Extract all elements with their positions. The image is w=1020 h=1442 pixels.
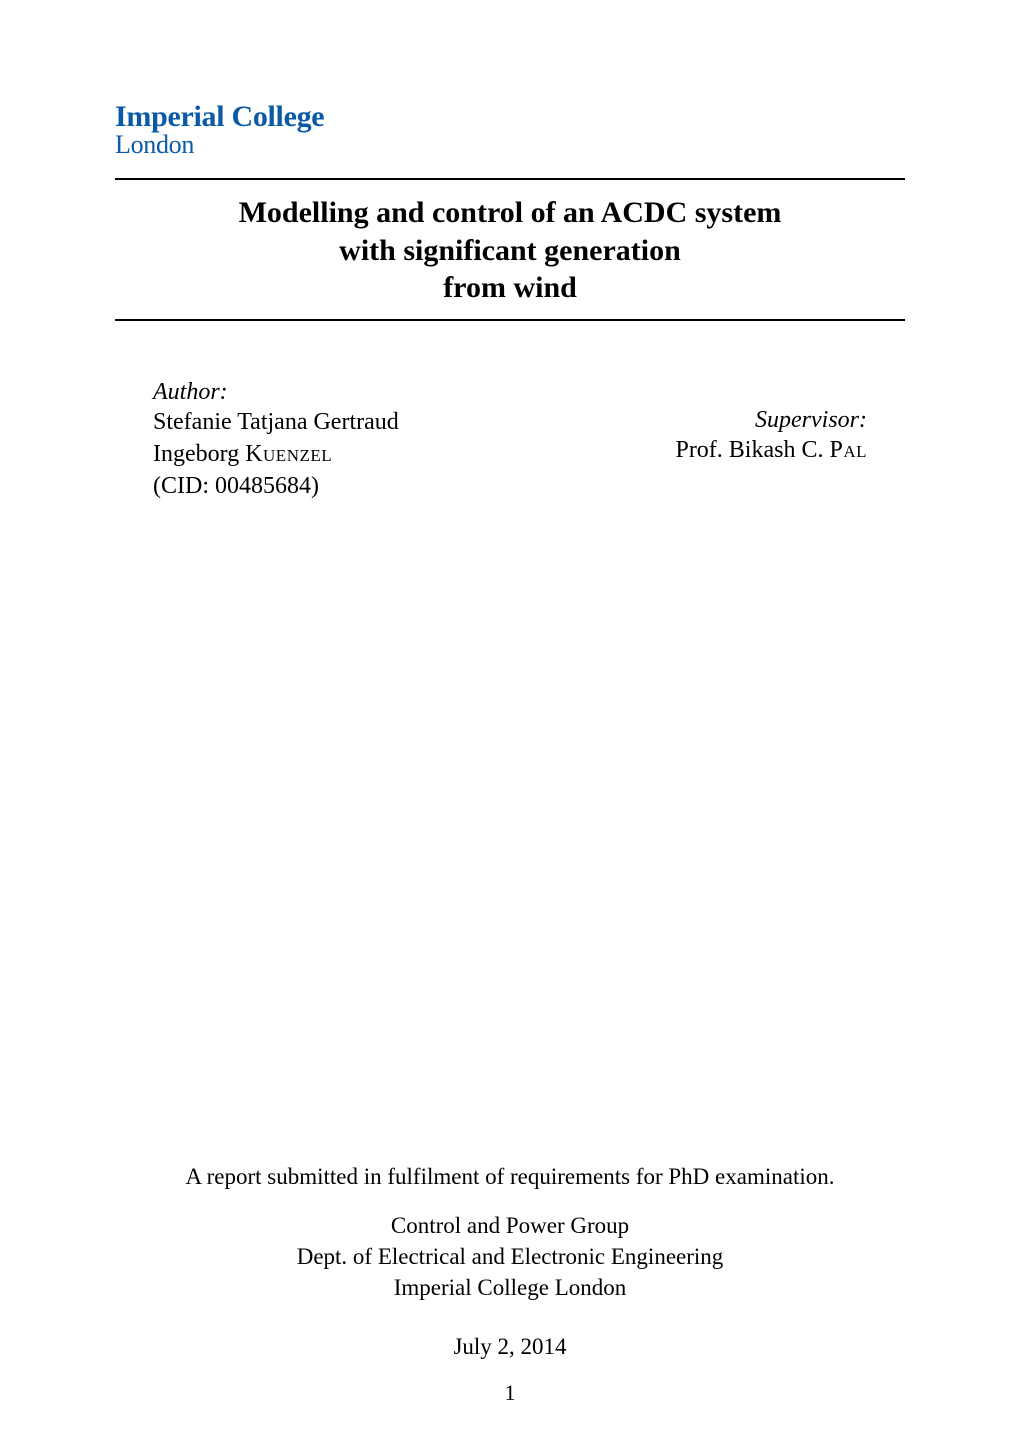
supervisor-prefix: Prof. Bikash C. [675,437,829,463]
logo-line-2: London [115,130,905,160]
logo-line-1: Imperial College [115,100,905,134]
supervisor-name: Prof. Bikash C. Pal [675,434,867,466]
department: Dept. of Electrical and Electronic Engin… [115,1241,905,1272]
supervisor-surname: Pal [829,437,867,463]
supervisor-label: Supervisor: [675,407,867,434]
author-block: Author: Stefanie Tatjana Gertraud Ingebo… [153,379,399,503]
author-surname: Kuenzel [245,441,332,467]
author-firstname: Ingeborg [153,441,245,467]
title-line-3: from wind [115,269,905,307]
author-label: Author: [153,379,399,406]
authors-row: Author: Stefanie Tatjana Gertraud Ingebo… [115,379,905,503]
author-name-line1: Stefanie Tatjana Gertraud [153,406,399,438]
date: July 2, 2014 [115,1331,905,1362]
author-name-line2: Ingeborg Kuenzel [153,438,399,470]
submission-statement: A report submitted in fulfilment of requ… [115,1161,905,1192]
title-line-1: Modelling and control of an ACDC system [115,194,905,232]
title-block: Modelling and control of an ACDC system … [115,178,905,321]
author-cid: (CID: 00485684) [153,470,399,502]
page-number: 1 [0,1380,1020,1406]
supervisor-block: Supervisor: Prof. Bikash C. Pal [675,407,867,503]
footer-block: A report submitted in fulfilment of requ… [115,1161,905,1362]
title-line-2: with significant generation [115,232,905,270]
research-group: Control and Power Group [115,1210,905,1241]
institution-logo: Imperial College London [115,100,905,160]
institution-name: Imperial College London [115,1272,905,1303]
